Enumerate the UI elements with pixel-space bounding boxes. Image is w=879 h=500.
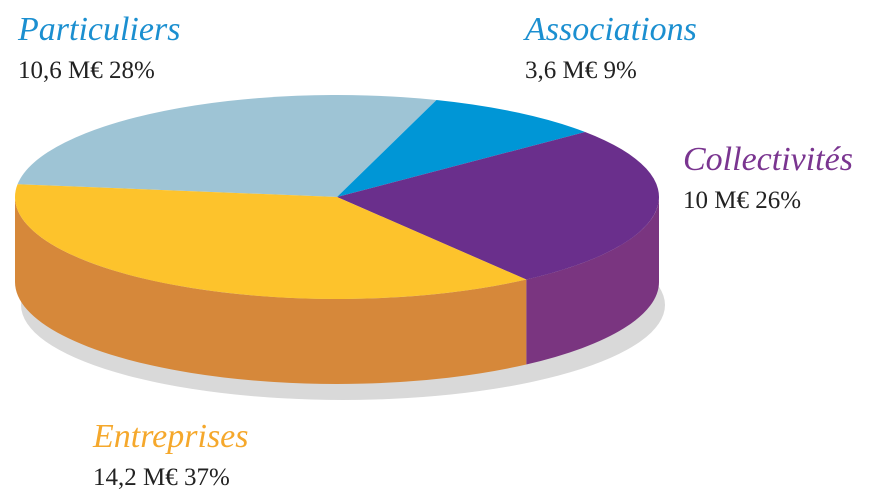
slice [337,99,586,197]
category-label: Entreprises [92,418,249,455]
slice [14,184,527,300]
slice-side [526,197,659,365]
value-label: 14,2 M€ 37% [93,464,230,491]
category-label: Particuliers [17,11,180,48]
slice [337,131,660,280]
value-label: 10,6 M€ 28% [18,57,155,84]
value-label: 10 M€ 26% [683,187,801,214]
value-label: 3,6 M€ 9% [525,57,637,84]
slice [17,95,437,197]
category-label: Collectivités [683,141,853,178]
slice-side [15,197,527,385]
category-label: Associations [523,11,697,48]
